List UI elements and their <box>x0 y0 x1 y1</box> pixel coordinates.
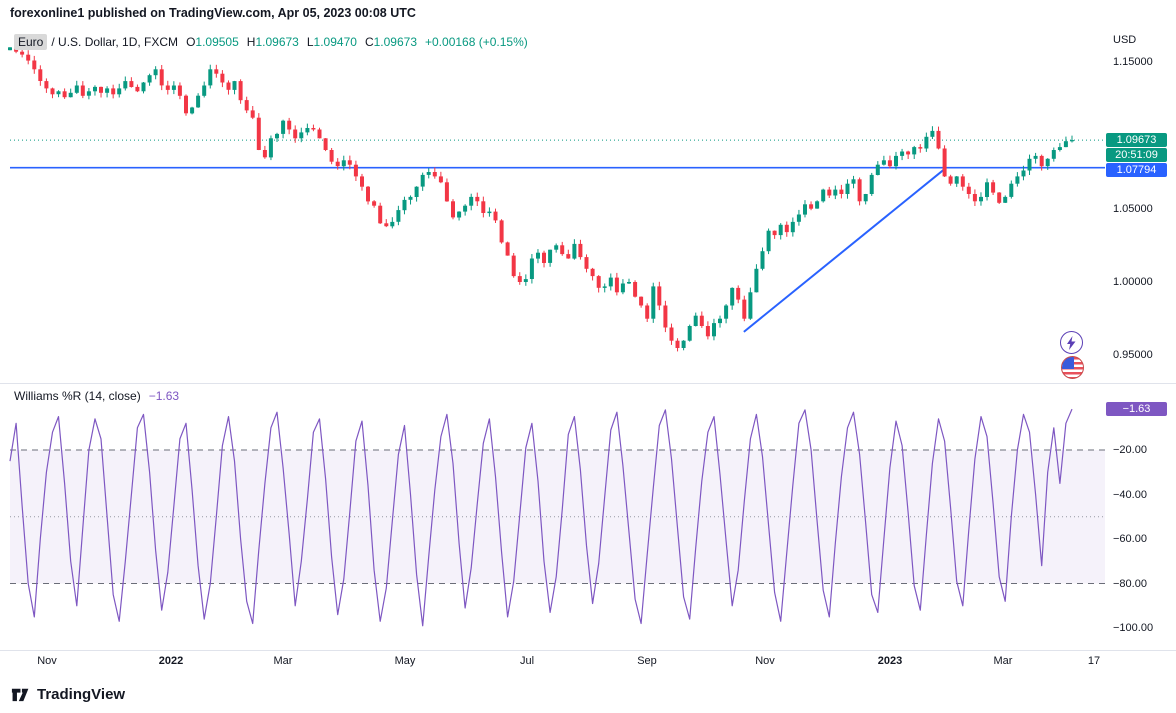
time-axis[interactable]: Nov 2022 Mar May Jul Sep Nov 2023 Mar 17 <box>0 651 1176 673</box>
symbol-description: / U.S. Dollar, 1D, FXCM <box>51 35 179 49</box>
williams-r-line[interactable] <box>9 408 1073 627</box>
open-key: O <box>186 35 196 49</box>
change-value: +0.00168 (+0.15%) <box>425 35 528 49</box>
price-tick-label: 1.05000 <box>1113 202 1153 215</box>
currency-label: USD <box>1113 34 1137 46</box>
symbol-name[interactable]: Euro <box>14 34 48 50</box>
low-key: L <box>306 35 314 49</box>
time-tick-label: Sep <box>637 655 657 667</box>
high-key: H <box>246 35 256 49</box>
indicator-tick-label: −60.00 <box>1113 533 1147 545</box>
us-flag-icon[interactable] <box>1061 356 1084 379</box>
indicator-value: −1.63 <box>148 389 180 403</box>
time-tick-label: Nov <box>37 655 57 667</box>
last-price-badge: 1.09673 <box>1106 133 1167 148</box>
lightning-bolt-glyph <box>1067 335 1076 350</box>
bar-countdown-badge: 20:51:09 <box>1106 148 1167 163</box>
high-value: 1.09673 <box>255 35 299 49</box>
open-value: 1.09505 <box>195 35 239 49</box>
time-tick-label: Mar <box>993 655 1013 667</box>
time-tick-label: Nov <box>755 655 775 667</box>
time-tick-label: Jul <box>519 655 535 667</box>
indicator-tick-label: −20.00 <box>1113 444 1147 456</box>
price-tick-label: 1.15000 <box>1113 56 1153 68</box>
trendline[interactable] <box>743 168 946 333</box>
time-tick-label: Mar <box>273 655 293 667</box>
williams-r-value-badge: −1.63 <box>1106 402 1167 417</box>
time-tick-label: May <box>394 655 416 667</box>
symbol-legend[interactable]: Euro / U.S. Dollar, 1D, FXCM O 1.09505 H… <box>14 34 528 50</box>
indicator-tick-label: −80.00 <box>1113 577 1147 590</box>
flag-canton <box>1062 357 1074 369</box>
time-tick-label: 17 <box>1087 655 1101 667</box>
attribution-text: forexonline1 published on TradingView.co… <box>10 6 416 20</box>
close-key: C <box>364 35 374 49</box>
price-axis[interactable]: 1.15000 1.05000 1.00000 0.95000 <box>1105 28 1176 384</box>
price-tick-label: 0.95000 <box>1113 349 1153 362</box>
time-tick-label: 2022 <box>158 655 184 667</box>
indicator-title[interactable]: Williams %R (14, close) <box>14 389 141 403</box>
indicator-axis[interactable]: −20.00 −40.00 −60.00 −80.00 −100.00 <box>1105 384 1176 650</box>
horizontal-line-price-badge: 1.07794 <box>1106 163 1167 178</box>
indicator-tick-label: −100.00 <box>1113 622 1154 634</box>
low-value: 1.09470 <box>313 35 357 49</box>
candlestick-series[interactable] <box>8 45 1074 352</box>
tradingview-logo-icon <box>11 688 29 702</box>
lightning-icon[interactable] <box>1060 331 1083 354</box>
tradingview-brand-text: TradingView <box>37 685 126 703</box>
close-value: 1.09673 <box>373 35 417 49</box>
time-tick-label: 2023 <box>877 655 903 667</box>
tradingview-footer-link[interactable]: TradingView <box>10 684 125 704</box>
price-tick-label: 1.00000 <box>1113 276 1153 288</box>
indicator-tick-label: −40.00 <box>1113 488 1147 501</box>
indicator-legend[interactable]: Williams %R (14, close) −1.63 <box>14 389 179 403</box>
